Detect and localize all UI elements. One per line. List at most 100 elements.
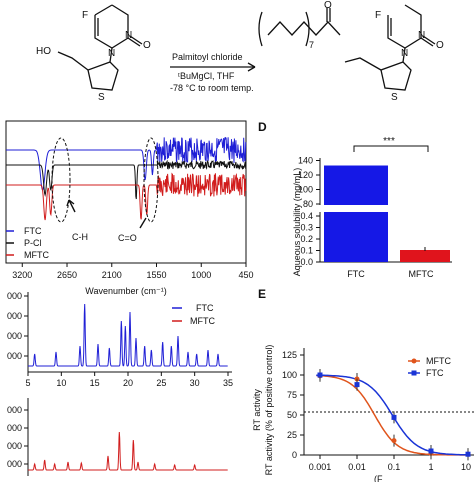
mftc-structure (258, 4, 436, 91)
n-label-right-1: N (401, 48, 408, 59)
xrd-xtick-label: 5 (25, 378, 30, 388)
solubility-ytick-label: 0.1 (300, 246, 313, 256)
ir-legend-mftc: MFTC (24, 250, 49, 260)
reagent-2: ᵗBuMgCl, THF (178, 71, 235, 81)
s-label-right: S (391, 92, 398, 103)
panel-e-label: E (258, 287, 266, 301)
ir-legend-ftc: FTC (24, 226, 42, 236)
xrd-series-mftc (28, 431, 228, 471)
o-label-left: O (143, 40, 151, 51)
rt-ytick-label: 100 (282, 370, 297, 380)
rt-point-ftc (354, 382, 360, 388)
rt-legend-ftc: FTC (426, 368, 444, 378)
xrd-legend-ftc: FTC (196, 303, 214, 313)
rt-ylabel: RT activity (% of positive control) (264, 345, 274, 476)
rt-point-ftc (465, 451, 471, 457)
solubility-ytick-label: 0.4 (300, 211, 313, 221)
ir-xtick-label: 2100 (102, 270, 122, 280)
xrd-ytick-label: 000 (7, 331, 22, 341)
xrd-ytick-label: 000 (7, 405, 22, 415)
rt-xtick-label: 10 (461, 462, 471, 472)
co-ellipse (143, 137, 159, 223)
rt-point-mftc (391, 438, 397, 444)
f-label-right: F (375, 10, 381, 21)
ch-ellipse (51, 137, 71, 223)
solubility-ytick-label: 100 (298, 185, 313, 195)
ir-xtick-label: 3200 (12, 270, 32, 280)
rt-point-ftc (428, 448, 434, 454)
reagent-1: Palmitoyl chloride (172, 52, 243, 62)
solubility-ytick-label: 120 (298, 170, 313, 180)
ir-series-p-cl (6, 159, 247, 200)
xrd-xtick-label: 20 (123, 378, 133, 388)
ir-series-mftc (6, 172, 247, 221)
solubility-ylabel: Aqueous solubility (mg/mL) (292, 168, 302, 277)
solubility-ytick-label: 0.2 (300, 234, 313, 244)
s-label-left: S (98, 92, 105, 103)
ir-chart: C-H C=O FTC P-Cl MFTC 3200 2650 2100 1550 10… (5, 120, 254, 296)
solubility-bar-mftc (400, 250, 450, 262)
ir-xtick-label: 2650 (57, 270, 77, 280)
ir-legend: FTC P-Cl MFTC (6, 226, 49, 260)
ir-xtick-label: 450 (238, 270, 253, 280)
axis-break (314, 205, 326, 212)
rt-ytick-label: 125 (282, 350, 297, 360)
chain-repeat: 7 (309, 40, 314, 50)
xrd-ytick-label: 000 (7, 291, 22, 301)
xrd-xtick-label: 15 (90, 378, 100, 388)
ir-legend-pcl: P-Cl (24, 238, 42, 248)
xrd-xtick-label: 30 (190, 378, 200, 388)
reaction-scheme (57, 4, 436, 91)
n-label-left-1: N (108, 48, 115, 59)
ir-xlabel: Wavenumber (cm⁻¹) (85, 286, 166, 296)
xrd-chart: 5 10 15 20 25 30 35 000 000 000 000 000 000 000 000 F… (7, 291, 233, 476)
rt-activity-chart: E RT activity RT activity (% of positive… (252, 287, 474, 482)
ir-xtick-label: 1550 (146, 270, 166, 280)
ir-series-ftc (6, 136, 247, 192)
xrd-ytick-label: 000 (7, 423, 22, 433)
solubility-chart: D Aqueous solubility (mg/mL) 80 100 120 140… (258, 120, 452, 279)
rt-ylabel-1: RT activity (252, 389, 262, 431)
rt-xtick-label: 1 (428, 462, 433, 472)
rt-ytick-label: 50 (287, 410, 297, 420)
xrd-ytick-label: 000 (7, 311, 22, 321)
rt-xtick-label: 0.1 (388, 462, 401, 472)
rt-ytick-label: 75 (287, 390, 297, 400)
solubility-ytick-label: 0.3 (300, 223, 313, 233)
rt-point-ftc (317, 372, 323, 378)
solubility-bar-ftc-upper (324, 165, 388, 205)
xrd-series-ftc (28, 303, 228, 367)
ir-annotation-ch: C-H (72, 232, 88, 242)
xrd-xtick-label: 10 (56, 378, 66, 388)
solubility-cat-mftc: MFTC (409, 269, 434, 279)
o-label-right: O (436, 40, 444, 51)
ir-annotation-co: C=O (118, 233, 137, 243)
rt-legend-mftc: MFTC (426, 356, 451, 366)
xrd-ytick-label: 000 (7, 351, 22, 361)
f-label-left: F (82, 10, 88, 21)
xrd-ytick-label: 000 (7, 459, 22, 469)
xrd-ytick-label: 000 (7, 441, 22, 451)
ftc-structure (57, 4, 143, 91)
xrd-legend-mftc: MFTC (190, 316, 215, 326)
xrd-xtick-label: 35 (223, 378, 233, 388)
reagent-3: -78 °C to room temp. (170, 83, 254, 93)
solubility-ytick-label: 140 (298, 156, 313, 166)
solubility-ytick-label: 80 (303, 199, 313, 209)
rt-point-ftc (391, 414, 397, 420)
ir-xtick-label: 1000 (191, 270, 211, 280)
rt-xtick-label: 0.01 (348, 462, 366, 472)
ho-label: HO (36, 46, 51, 57)
rt-xlabel-partial: (F (374, 474, 383, 482)
rt-ytick-label: 0 (292, 450, 297, 460)
solubility-cat-ftc: FTC (347, 269, 365, 279)
xrd-xtick-label: 25 (156, 378, 166, 388)
panel-d-label: D (258, 120, 267, 134)
o-carbonyl: O (324, 0, 332, 11)
rt-xtick-label: 0.001 (309, 462, 332, 472)
rt-ytick-label: 25 (287, 430, 297, 440)
significance-mark: *** (383, 136, 395, 147)
solubility-ytick-label: 0.0 (300, 257, 313, 267)
solubility-bar-ftc-lower (324, 212, 388, 262)
